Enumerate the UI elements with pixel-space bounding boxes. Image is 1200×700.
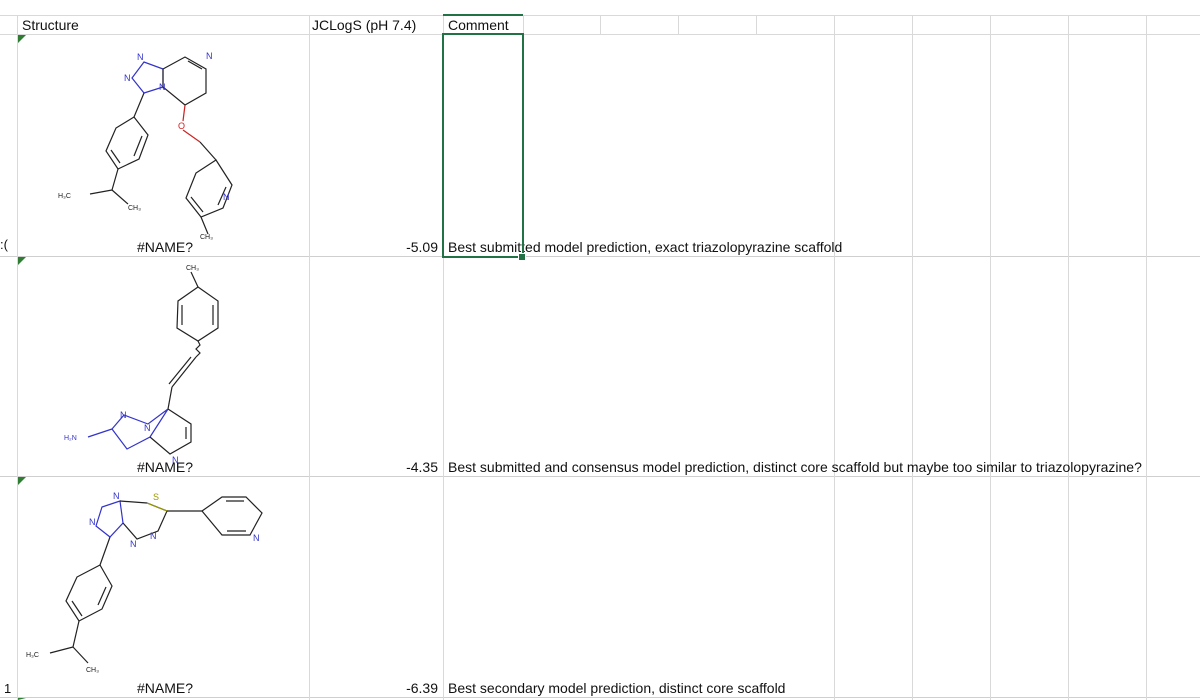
header-jclogs[interactable]: JCLogS (pH 7.4)	[312, 17, 417, 33]
error-indicator[interactable]	[18, 698, 26, 700]
row-fragment: :(	[0, 237, 8, 252]
atom-label: H₃C	[26, 652, 39, 659]
fill-handle[interactable]	[518, 253, 526, 261]
gridline	[912, 15, 913, 700]
header-structure[interactable]: Structure	[22, 17, 79, 33]
logs-value-cell[interactable]: -5.09	[406, 239, 438, 255]
atom-label: N	[253, 533, 260, 543]
error-indicator[interactable]	[18, 257, 26, 265]
gridline	[0, 476, 1200, 477]
atom-label: N	[113, 491, 120, 501]
logs-value-cell[interactable]: -4.35	[406, 459, 438, 475]
gridline	[0, 697, 1200, 698]
atom-label: N	[206, 51, 213, 61]
active-cell-selection[interactable]	[442, 33, 524, 258]
atom-label: O	[178, 121, 185, 131]
comment-cell[interactable]: Best submitted and consensus model predi…	[448, 459, 1142, 475]
molecule-structure-image[interactable]: N N N N N S H₃C CH₃	[22, 481, 282, 681]
comment-cell[interactable]: Best submitted model prediction, exact t…	[448, 239, 843, 255]
gridline	[1068, 15, 1069, 700]
gridline	[0, 256, 1200, 257]
gridline	[678, 15, 679, 35]
gridline	[523, 15, 524, 35]
atom-label: H₂N	[64, 435, 77, 442]
gridline	[309, 15, 310, 700]
atom-label: CH₃	[200, 234, 213, 241]
name-cell[interactable]: #NAME?	[137, 680, 194, 696]
gridline	[17, 15, 18, 700]
atom-label: CH₃	[128, 205, 141, 212]
atom-label: CH₃	[86, 667, 99, 674]
error-indicator[interactable]	[18, 35, 26, 43]
atom-label: N	[144, 423, 151, 433]
atom-label: N	[223, 192, 230, 202]
atom-label: N	[137, 52, 144, 62]
atom-label: N	[124, 73, 131, 83]
atom-label: CH₃	[186, 265, 199, 272]
atom-label: H₃C	[58, 193, 71, 200]
gridline	[834, 15, 835, 700]
selected-column-indicator	[443, 14, 523, 16]
atom-label: N	[159, 82, 166, 92]
atom-label: N	[172, 455, 179, 465]
molecule-structure-image[interactable]: N N N N N O H₃C CH₃ CH₃	[40, 38, 290, 243]
gridline	[1146, 15, 1147, 700]
atom-label: N	[150, 531, 157, 541]
molecule-structure-image[interactable]: N N N CH₃ H₂N	[60, 259, 240, 469]
atom-label: N	[120, 410, 127, 420]
atom-label: S	[153, 492, 159, 502]
atom-label: N	[130, 539, 137, 549]
gridline	[600, 15, 601, 35]
comment-cell[interactable]: Best secondary model prediction, distinc…	[448, 680, 786, 696]
logs-value-cell[interactable]: -6.39	[406, 680, 438, 696]
header-comment[interactable]: Comment	[448, 17, 509, 33]
error-indicator[interactable]	[18, 477, 26, 485]
atom-label: N	[89, 517, 96, 527]
row-fragment: 1	[4, 681, 12, 696]
gridline	[756, 15, 757, 35]
name-cell[interactable]: #NAME?	[137, 239, 194, 255]
gridline	[990, 15, 991, 700]
gridline	[443, 15, 444, 700]
name-cell[interactable]: #NAME?	[137, 459, 194, 475]
